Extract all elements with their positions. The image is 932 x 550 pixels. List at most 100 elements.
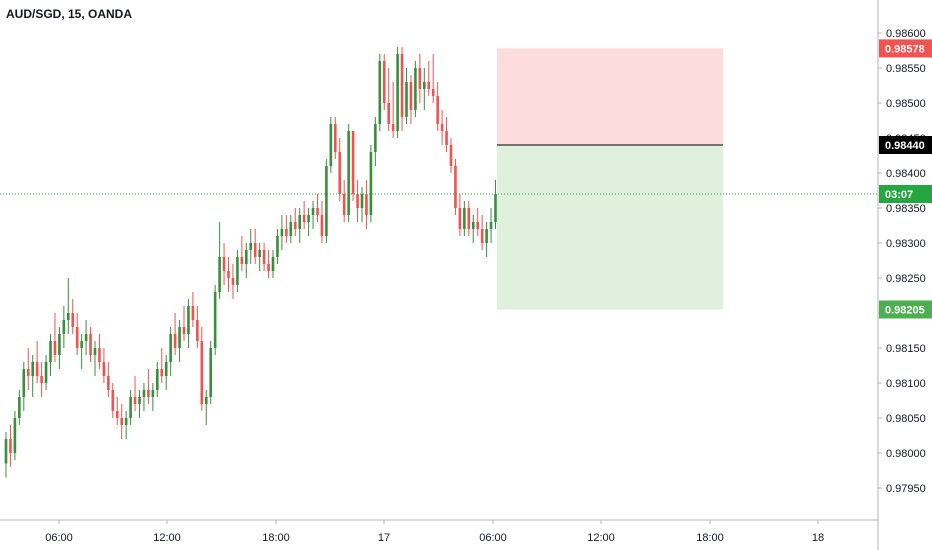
candle-body xyxy=(445,131,448,145)
candle-up xyxy=(22,362,26,411)
candle-down xyxy=(449,138,453,173)
candle-body xyxy=(182,327,186,334)
take-profit-zone[interactable] xyxy=(497,145,723,310)
price-tick-label: 0.98150 xyxy=(886,343,926,355)
candle-body xyxy=(227,271,230,278)
candle-body xyxy=(307,215,310,222)
candle-body xyxy=(329,124,333,166)
candle-up xyxy=(463,201,466,236)
candle-body xyxy=(391,124,395,131)
candle-body xyxy=(342,194,346,215)
candle-body xyxy=(75,327,79,348)
candle-down xyxy=(316,194,319,222)
candle-up xyxy=(44,355,48,390)
candle-body xyxy=(160,369,164,376)
candle-body xyxy=(147,390,150,397)
candle-down xyxy=(418,54,422,103)
candle-body xyxy=(249,243,253,250)
candle-down xyxy=(436,82,439,131)
candle-body xyxy=(138,397,141,404)
candle-body xyxy=(124,418,128,425)
candle-body xyxy=(347,131,350,215)
candle-up xyxy=(236,250,239,292)
stop-loss-zone[interactable] xyxy=(497,48,723,145)
candle-body xyxy=(102,362,106,376)
candle-body xyxy=(409,82,413,110)
candle-body xyxy=(293,222,297,229)
candle-down xyxy=(98,334,101,369)
candle-down xyxy=(231,264,235,299)
price-axis[interactable]: 0.986000.985500.985000.984500.984000.983… xyxy=(877,0,926,550)
time-axis[interactable]: 06:00 12:00 18:00 17 06:00 12:00 18:00 18 xyxy=(0,519,878,544)
candle-body xyxy=(53,341,57,355)
price-tick-label: 0.98600 xyxy=(886,28,926,40)
candle-body xyxy=(449,145,453,166)
candle-down xyxy=(111,383,115,418)
candle-body xyxy=(191,306,195,320)
candle-body xyxy=(196,320,199,341)
candle-up xyxy=(218,222,221,299)
time-tick-label: 06:00 xyxy=(45,532,73,544)
candle-down xyxy=(262,243,266,271)
candle-body xyxy=(480,229,484,243)
candle-up xyxy=(80,334,83,369)
position-zones[interactable] xyxy=(497,48,723,310)
target-price-tag-bg xyxy=(879,300,932,319)
candle-body xyxy=(67,313,70,320)
candle-down xyxy=(173,313,177,355)
candle-down xyxy=(302,201,306,229)
candle-up xyxy=(489,208,493,243)
candle-body xyxy=(213,292,217,348)
candle-body xyxy=(178,327,181,348)
candle-down xyxy=(196,306,199,348)
candle-up xyxy=(169,327,172,376)
candle-body xyxy=(427,82,431,89)
price-tags: 0.98578 0.98440 03:07 0.98205 xyxy=(879,39,932,319)
candle-down xyxy=(365,180,368,229)
candle-down xyxy=(431,54,435,103)
candle-body xyxy=(164,362,168,376)
candles xyxy=(4,47,497,478)
candle-body xyxy=(142,390,146,397)
candle-down xyxy=(35,341,39,383)
candle-up xyxy=(124,411,128,439)
candle-down xyxy=(440,110,444,145)
candle-up xyxy=(329,117,333,173)
candle-up xyxy=(276,229,279,264)
candle-down xyxy=(467,201,471,236)
time-tick-label: 17 xyxy=(378,532,390,544)
candle-body xyxy=(13,418,17,453)
candle-body xyxy=(245,250,248,264)
time-tick-label: 18:00 xyxy=(262,532,290,544)
price-tick-label: 0.98400 xyxy=(886,168,926,180)
candle-body xyxy=(414,68,417,110)
candle-body xyxy=(351,131,355,194)
bar-countdown-tag: 03:07 xyxy=(879,185,932,203)
candle-body xyxy=(458,208,462,229)
candle-body xyxy=(218,257,221,292)
candle-body xyxy=(440,124,444,131)
candle-up xyxy=(178,320,181,362)
candle-down xyxy=(53,313,57,362)
price-tick-label: 0.98300 xyxy=(886,238,926,250)
bar-countdown-tag-label: 03:07 xyxy=(885,189,913,201)
candle-down xyxy=(26,348,30,390)
candle-body xyxy=(387,103,390,124)
candle-down xyxy=(400,47,404,131)
candle-body xyxy=(418,68,422,89)
candle-body xyxy=(374,124,377,152)
candle-body xyxy=(289,222,293,236)
candle-up xyxy=(258,243,261,271)
candle-up xyxy=(378,54,382,131)
candle-body xyxy=(298,215,301,229)
candle-down xyxy=(445,117,448,152)
entry-price-tag-label: 0.98440 xyxy=(885,140,925,152)
candle-body xyxy=(4,439,8,464)
candle-down xyxy=(387,68,390,131)
candle-body xyxy=(369,152,373,215)
candle-down xyxy=(182,306,186,341)
candle-body xyxy=(378,61,382,124)
candle-body xyxy=(396,54,399,131)
price-tick-label: 0.98500 xyxy=(886,98,926,110)
